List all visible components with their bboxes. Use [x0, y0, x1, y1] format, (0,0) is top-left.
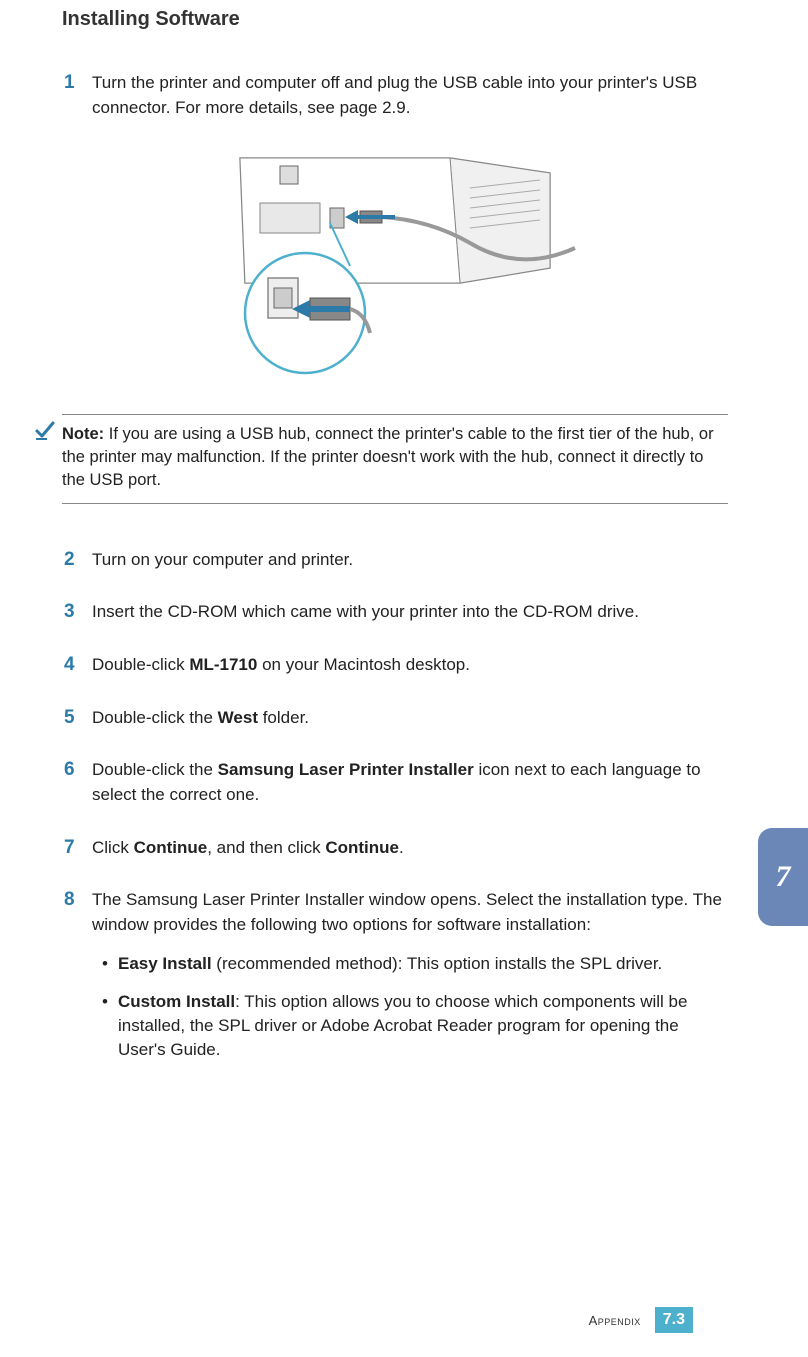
- step-8: 8 The Samsung Laser Printer Installer wi…: [62, 888, 728, 1067]
- printer-usb-figure: [62, 148, 728, 378]
- step-number: 6: [64, 758, 92, 807]
- step-number: 5: [64, 706, 92, 731]
- step-4: 4 Double-click ML-1710 on your Macintosh…: [62, 653, 728, 678]
- chapter-tab: 7: [758, 828, 808, 926]
- step-number: 4: [64, 653, 92, 678]
- step-text: Insert the CD-ROM which came with your p…: [92, 600, 728, 625]
- step-text: Turn the printer and computer off and pl…: [92, 71, 728, 120]
- step-3: 3 Insert the CD-ROM which came with your…: [62, 600, 728, 625]
- step-text: Double-click ML-1710 on your Macintosh d…: [92, 653, 728, 678]
- step-number: 2: [64, 548, 92, 573]
- note-label: Note:: [62, 425, 104, 443]
- step-text: Click Continue, and then click Continue.: [92, 836, 728, 861]
- step-number: 7: [64, 836, 92, 861]
- bullet-easy-install: • Easy Install (recommended method): Thi…: [92, 952, 728, 977]
- step-6: 6 Double-click the Samsung Laser Printer…: [62, 758, 728, 807]
- note-block: Note: If you are using a USB hub, connec…: [62, 414, 728, 503]
- section-heading: Installing Software: [62, 8, 728, 31]
- footer-section-label: Appendix: [589, 1313, 641, 1328]
- page-major: 7.: [663, 1311, 676, 1329]
- step-number: 8: [64, 888, 92, 1067]
- note-body: If you are using a USB hub, connect the …: [62, 425, 714, 489]
- bullet-marker: •: [102, 990, 118, 1061]
- note-text: Note: If you are using a USB hub, connec…: [62, 423, 728, 492]
- bullet-text: Custom Install: This option allows you t…: [118, 990, 728, 1061]
- checkmark-icon: [34, 419, 56, 441]
- step-text: Double-click the West folder.: [92, 706, 728, 731]
- step-text: The Samsung Laser Printer Installer wind…: [92, 888, 728, 1067]
- step-number: 1: [64, 71, 92, 120]
- chapter-number: 7: [776, 860, 791, 894]
- step-text: Turn on your computer and printer.: [92, 548, 728, 573]
- step-7: 7 Click Continue, and then click Continu…: [62, 836, 728, 861]
- step-1: 1 Turn the printer and computer off and …: [62, 71, 728, 120]
- bullet-marker: •: [102, 952, 118, 977]
- step-5: 5 Double-click the West folder.: [62, 706, 728, 731]
- page-footer: Appendix 7.3: [589, 1307, 693, 1333]
- page-minor: 3: [676, 1311, 685, 1329]
- bullet-custom-install: • Custom Install: This option allows you…: [92, 990, 728, 1061]
- step-number: 3: [64, 600, 92, 625]
- bullet-text: Easy Install (recommended method): This …: [118, 952, 728, 977]
- step-2: 2 Turn on your computer and printer.: [62, 548, 728, 573]
- page-number-box: 7.3: [655, 1307, 693, 1333]
- step-text: Double-click the Samsung Laser Printer I…: [92, 758, 728, 807]
